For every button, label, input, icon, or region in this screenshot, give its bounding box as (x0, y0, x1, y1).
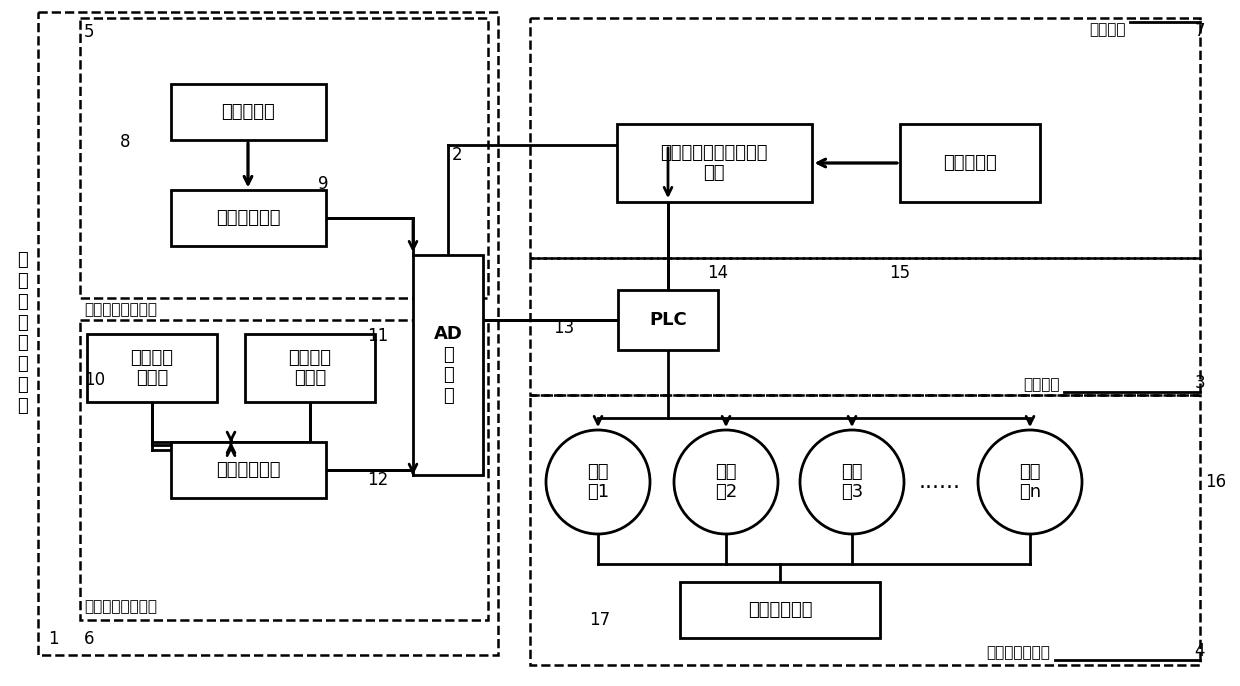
Bar (413, 255, 484, 475)
Bar (171, 442, 325, 498)
Bar (680, 582, 880, 638)
Text: 信号处理单元: 信号处理单元 (216, 209, 280, 227)
Bar (618, 290, 718, 350)
Text: 速度信号采集单元: 速度信号采集单元 (84, 302, 157, 317)
Bar (616, 124, 811, 202)
Bar (81, 320, 489, 620)
Circle shape (800, 430, 904, 534)
Text: 外部光照
检测器: 外部光照 检测器 (130, 348, 174, 388)
Text: 1: 1 (48, 630, 58, 648)
Circle shape (675, 430, 777, 534)
Bar (171, 190, 325, 246)
Text: 10: 10 (84, 371, 105, 389)
Circle shape (546, 430, 650, 534)
Text: 6: 6 (84, 630, 94, 648)
Bar (171, 84, 325, 140)
Text: 3: 3 (1194, 374, 1205, 392)
Text: 电动
机1: 电动 机1 (587, 462, 609, 501)
Text: 反馈单元: 反馈单元 (1090, 22, 1126, 37)
Text: 5: 5 (84, 23, 94, 41)
Bar (529, 258, 1200, 395)
Bar (246, 334, 374, 402)
Text: 2: 2 (453, 146, 463, 164)
Text: AD
转
换
器: AD 转 换 器 (434, 324, 463, 405)
Text: 外
部
信
号
采
集
单
元: 外 部 信 号 采 集 单 元 (16, 251, 27, 415)
Text: 控制单元: 控制单元 (1023, 377, 1060, 392)
Text: 7: 7 (1194, 22, 1205, 40)
Text: 电动
机3: 电动 机3 (841, 462, 863, 501)
Bar (900, 124, 1040, 202)
Text: 电动
机2: 电动 机2 (715, 462, 737, 501)
Text: 霍尔传感器: 霍尔传感器 (944, 154, 997, 172)
Text: 8: 8 (119, 133, 130, 151)
Text: 信号处理单元: 信号处理单元 (216, 461, 280, 479)
Text: 4: 4 (1194, 642, 1205, 660)
Text: 电机传动装置: 电机传动装置 (748, 601, 812, 619)
Bar (81, 18, 489, 298)
Text: 16: 16 (1205, 473, 1226, 491)
Bar (87, 334, 217, 402)
Bar (529, 395, 1200, 665)
Text: 17: 17 (589, 611, 610, 629)
Text: 信号隔直、放大、整形
电路: 信号隔直、放大、整形 电路 (660, 143, 768, 182)
Bar (38, 12, 498, 655)
Text: 内部光照
检测器: 内部光照 检测器 (289, 348, 331, 388)
Text: ......: ...... (919, 472, 961, 492)
Text: 12: 12 (367, 471, 388, 489)
Circle shape (978, 430, 1083, 534)
Text: 电动
机n: 电动 机n (1019, 462, 1042, 501)
Text: 14: 14 (708, 264, 729, 282)
Text: 13: 13 (553, 319, 574, 337)
Text: 11: 11 (367, 327, 388, 345)
Text: 车辆检测器: 车辆检测器 (221, 103, 275, 121)
Text: 照度信号采集单元: 照度信号采集单元 (84, 599, 157, 614)
Text: 15: 15 (889, 264, 910, 282)
Text: 电动机传动系统: 电动机传动系统 (986, 645, 1050, 660)
Bar (529, 18, 1200, 258)
Text: 9: 9 (317, 175, 329, 193)
Text: PLC: PLC (649, 311, 687, 329)
